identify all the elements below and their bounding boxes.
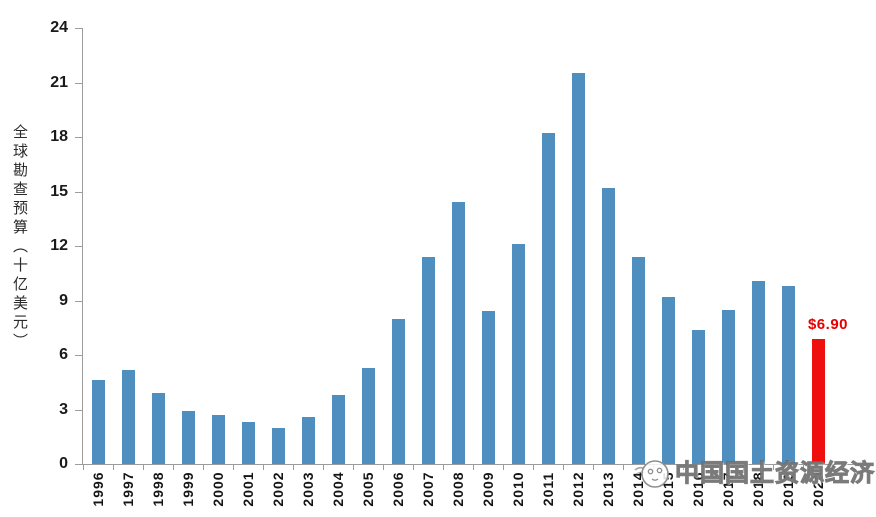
x-axis-label-1999: 1999 <box>180 471 196 507</box>
bar-2003 <box>301 417 315 464</box>
bar-2018 <box>751 281 765 464</box>
x-axis-label-2012: 2012 <box>570 471 586 507</box>
x-axis-label-2014: 2014 <box>630 471 646 507</box>
bar-2016 <box>691 330 705 464</box>
x-tick-mark <box>473 465 474 470</box>
y-axis-line <box>82 28 83 465</box>
x-axis-label-1996: 1996 <box>90 471 106 507</box>
x-axis-label-2008: 2008 <box>450 471 466 507</box>
bar-1999 <box>181 411 195 464</box>
bar-1997 <box>121 370 135 464</box>
bar-2019 <box>781 286 795 464</box>
bar-2005 <box>361 368 375 464</box>
y-tick-mark <box>75 246 82 247</box>
x-tick-mark <box>683 465 684 470</box>
bar-2013 <box>601 188 615 464</box>
x-tick-mark <box>533 465 534 470</box>
bar-2008 <box>451 202 465 464</box>
x-tick-mark <box>713 465 714 470</box>
x-tick-mark <box>263 465 264 470</box>
y-tick-label: 15 <box>50 183 68 200</box>
bar-2004 <box>331 395 345 464</box>
bar-2009 <box>481 311 495 464</box>
x-tick-mark <box>443 465 444 470</box>
y-tick-label: 12 <box>50 237 68 254</box>
highlight-value-label: $6.90 <box>807 316 849 333</box>
y-tick-label: 21 <box>50 74 68 91</box>
x-axis-label-2000: 2000 <box>210 471 226 507</box>
x-axis-line <box>76 464 860 465</box>
y-tick-label: 3 <box>59 401 68 418</box>
y-tick-mark <box>75 410 82 411</box>
x-tick-mark <box>203 465 204 470</box>
x-axis-label-2015: 2015 <box>660 471 676 507</box>
x-axis-label-2002: 2002 <box>270 471 286 507</box>
x-axis-label-2003: 2003 <box>300 471 316 507</box>
x-tick-mark <box>233 465 234 470</box>
x-tick-mark <box>113 465 114 470</box>
x-axis-label-2010: 2010 <box>510 471 526 507</box>
bar-2001 <box>241 422 255 464</box>
y-tick-label: 18 <box>50 128 68 145</box>
x-tick-mark <box>293 465 294 470</box>
x-axis-label-2005: 2005 <box>360 471 376 507</box>
x-tick-mark <box>353 465 354 470</box>
x-tick-mark <box>143 465 144 470</box>
x-tick-mark <box>383 465 384 470</box>
x-tick-mark <box>173 465 174 470</box>
x-tick-mark <box>593 465 594 470</box>
x-axis-label-2009: 2009 <box>480 471 496 507</box>
x-axis-label-2004: 2004 <box>330 471 346 507</box>
x-axis-label-2016: 2016 <box>690 471 706 507</box>
bar-2012 <box>571 73 585 464</box>
y-tick-mark <box>75 137 82 138</box>
bar-2020 <box>811 339 825 464</box>
bar-2007 <box>421 257 435 464</box>
x-tick-mark <box>773 465 774 470</box>
x-axis-label-2006: 2006 <box>390 471 406 507</box>
y-tick-label: 0 <box>59 455 68 472</box>
x-axis-label-1998: 1998 <box>150 471 166 507</box>
x-axis-label-2001: 2001 <box>240 471 256 507</box>
bar-2002 <box>271 428 285 464</box>
y-axis-title: 全球勘查预算（十亿美元） <box>11 124 28 352</box>
bar-1998 <box>151 393 165 464</box>
x-tick-mark <box>83 465 84 470</box>
x-axis-label-2011: 2011 <box>540 471 556 507</box>
y-tick-mark <box>75 28 82 29</box>
x-axis-label-2019: 2019 <box>780 471 796 507</box>
x-axis-label-2007: 2007 <box>420 471 436 507</box>
x-tick-mark <box>653 465 654 470</box>
bar-1996 <box>91 380 105 464</box>
y-tick-label: 9 <box>59 292 68 309</box>
x-tick-mark <box>803 465 804 470</box>
x-tick-mark <box>563 465 564 470</box>
bar-2006 <box>391 319 405 464</box>
bar-2010 <box>511 244 525 464</box>
x-axis-label-2018: 2018 <box>750 471 766 507</box>
bar-2000 <box>211 415 225 464</box>
y-tick-mark <box>75 464 82 465</box>
y-tick-mark <box>75 83 82 84</box>
x-tick-mark <box>503 465 504 470</box>
y-tick-mark <box>75 192 82 193</box>
x-tick-mark <box>323 465 324 470</box>
bar-2011 <box>541 133 555 464</box>
x-axis-label-2013: 2013 <box>600 471 616 507</box>
x-tick-mark <box>833 465 834 470</box>
bar-2017 <box>721 310 735 464</box>
y-tick-label: 6 <box>59 346 68 363</box>
y-tick-mark <box>75 355 82 356</box>
x-tick-mark <box>743 465 744 470</box>
x-axis-label-2017: 2017 <box>720 471 736 507</box>
x-axis-label-1997: 1997 <box>120 471 136 507</box>
x-tick-mark <box>413 465 414 470</box>
bar-2015 <box>661 297 675 464</box>
bar-2014 <box>631 257 645 464</box>
x-axis-label-2020: 2020 <box>810 471 826 507</box>
x-tick-mark <box>623 465 624 470</box>
y-tick-label: 24 <box>50 19 68 36</box>
y-tick-mark <box>75 301 82 302</box>
